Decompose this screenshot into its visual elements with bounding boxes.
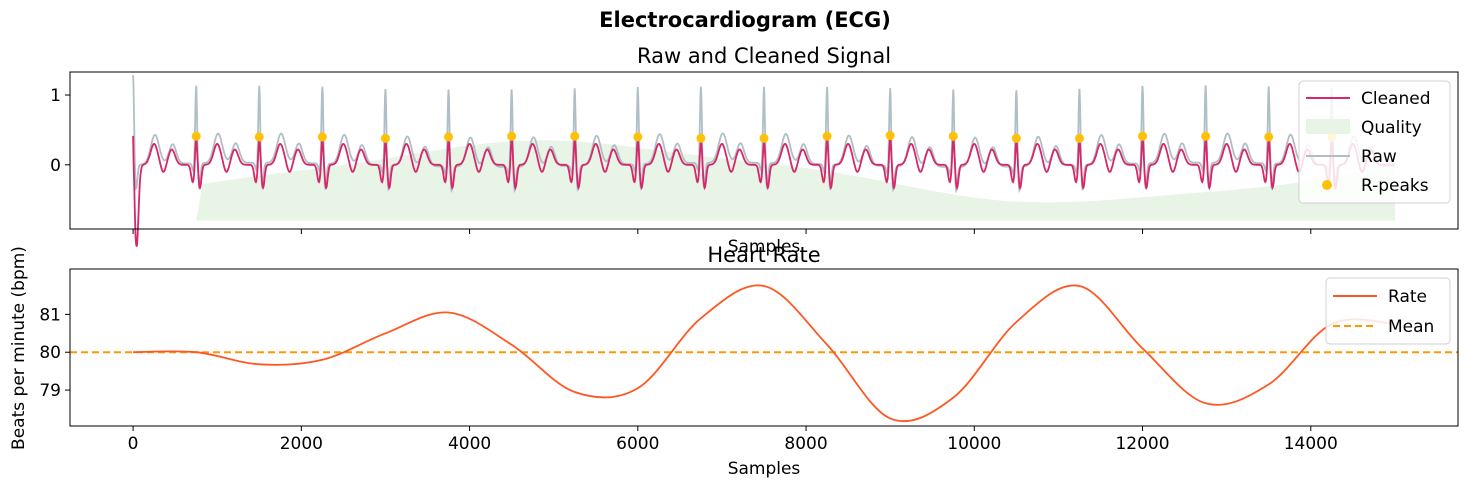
- r-peak-point: [570, 131, 580, 141]
- signal-y-tick-label: 1: [50, 86, 61, 106]
- signal-x-label: Samples: [728, 237, 801, 257]
- legend-r-peaks-label: R-peaks: [1361, 176, 1429, 196]
- quality-area: [196, 140, 1395, 221]
- heart-rate-panel-title: Heart Rate: [707, 243, 820, 267]
- heart-rate-panel: Heart Rate 79 80 81 0 2000 4000 6000 8000 10000…: [9, 243, 1459, 479]
- r-peak-point: [380, 133, 390, 143]
- heart-rate-x-tick-label: 6000: [616, 434, 659, 454]
- heart-rate-y-tick-label: 79: [39, 381, 61, 401]
- heart-rate-x-tick-label: 4000: [448, 434, 491, 454]
- r-peak-point: [948, 131, 958, 141]
- heart-rate-y-axis: 79 80 81: [39, 305, 70, 401]
- figure-title: Electrocardiogram (ECG): [599, 8, 891, 32]
- heart-rate-y-label: Beats per minute (bpm): [9, 246, 29, 450]
- r-peak-point: [254, 132, 264, 142]
- heart-rate-x-tick-label: 10000: [947, 434, 1001, 454]
- rate-line: [133, 284, 1395, 423]
- heart-rate-x-tick-label: 0: [128, 434, 139, 454]
- r-peak-point: [696, 133, 706, 143]
- r-peak-point: [1201, 131, 1211, 141]
- r-peak-point: [444, 132, 454, 142]
- legend-raw-label: Raw: [1361, 147, 1397, 167]
- heart-rate-x-tick-label: 12000: [1115, 434, 1169, 454]
- heart-rate-x-label: Samples: [728, 459, 801, 479]
- signal-y-tick-label: 0: [50, 156, 61, 176]
- r-peak-point: [191, 131, 201, 141]
- signal-plot-frame: [69, 71, 1459, 230]
- heart-rate-plot-frame: [69, 268, 1459, 427]
- heart-rate-legend: Rate Mean: [1325, 277, 1451, 345]
- legend-rate-label: Rate: [1388, 287, 1427, 307]
- legend-quality-swatch: [1306, 119, 1350, 134]
- signal-panel: Raw and Cleaned Signal 01 Samples Cleane…: [50, 44, 1459, 257]
- heart-rate-x-tick-label: 14000: [1284, 434, 1338, 454]
- heart-rate-y-tick-label: 80: [39, 343, 61, 363]
- r-peak-point: [507, 131, 517, 141]
- signal-legend: Cleaned Quality Raw R-peaks: [1298, 80, 1451, 204]
- rate-line-path: [133, 284, 1395, 423]
- legend-r-peaks-swatch: [1322, 180, 1332, 190]
- signal-y-axis: 01: [50, 86, 70, 176]
- heart-rate-y-tick-label: 81: [39, 305, 61, 325]
- r-peak-point: [1138, 131, 1148, 141]
- legend-mean-label: Mean: [1388, 317, 1434, 337]
- raw-signal-path: [132, 75, 1395, 194]
- signal-panel-title: Raw and Cleaned Signal: [637, 44, 891, 68]
- r-peak-point: [822, 131, 832, 141]
- legend-cleaned-label: Cleaned: [1361, 89, 1431, 109]
- heart-rate-x-tick-label: 2000: [280, 434, 323, 454]
- heart-rate-x-tick-label: 8000: [784, 434, 827, 454]
- r-peak-point: [633, 132, 643, 142]
- r-peak-point: [1011, 133, 1021, 143]
- signal-legend-box: [1298, 80, 1451, 204]
- r-peaks-series: [191, 130, 1337, 143]
- r-peak-point: [885, 130, 895, 140]
- raw-signal-line: [132, 75, 1395, 194]
- heart-rate-x-axis: 0 2000 4000 6000 8000 10000 12000 14000: [128, 426, 1338, 454]
- heart-rate-legend-box: [1325, 277, 1451, 345]
- r-peak-point: [317, 132, 327, 142]
- r-peak-point: [1074, 133, 1084, 143]
- r-peak-point: [759, 133, 769, 143]
- r-peak-point: [1264, 132, 1274, 142]
- quality-area-fill: [196, 140, 1395, 221]
- signal-x-axis: [132, 229, 1312, 234]
- legend-quality-label: Quality: [1361, 118, 1422, 138]
